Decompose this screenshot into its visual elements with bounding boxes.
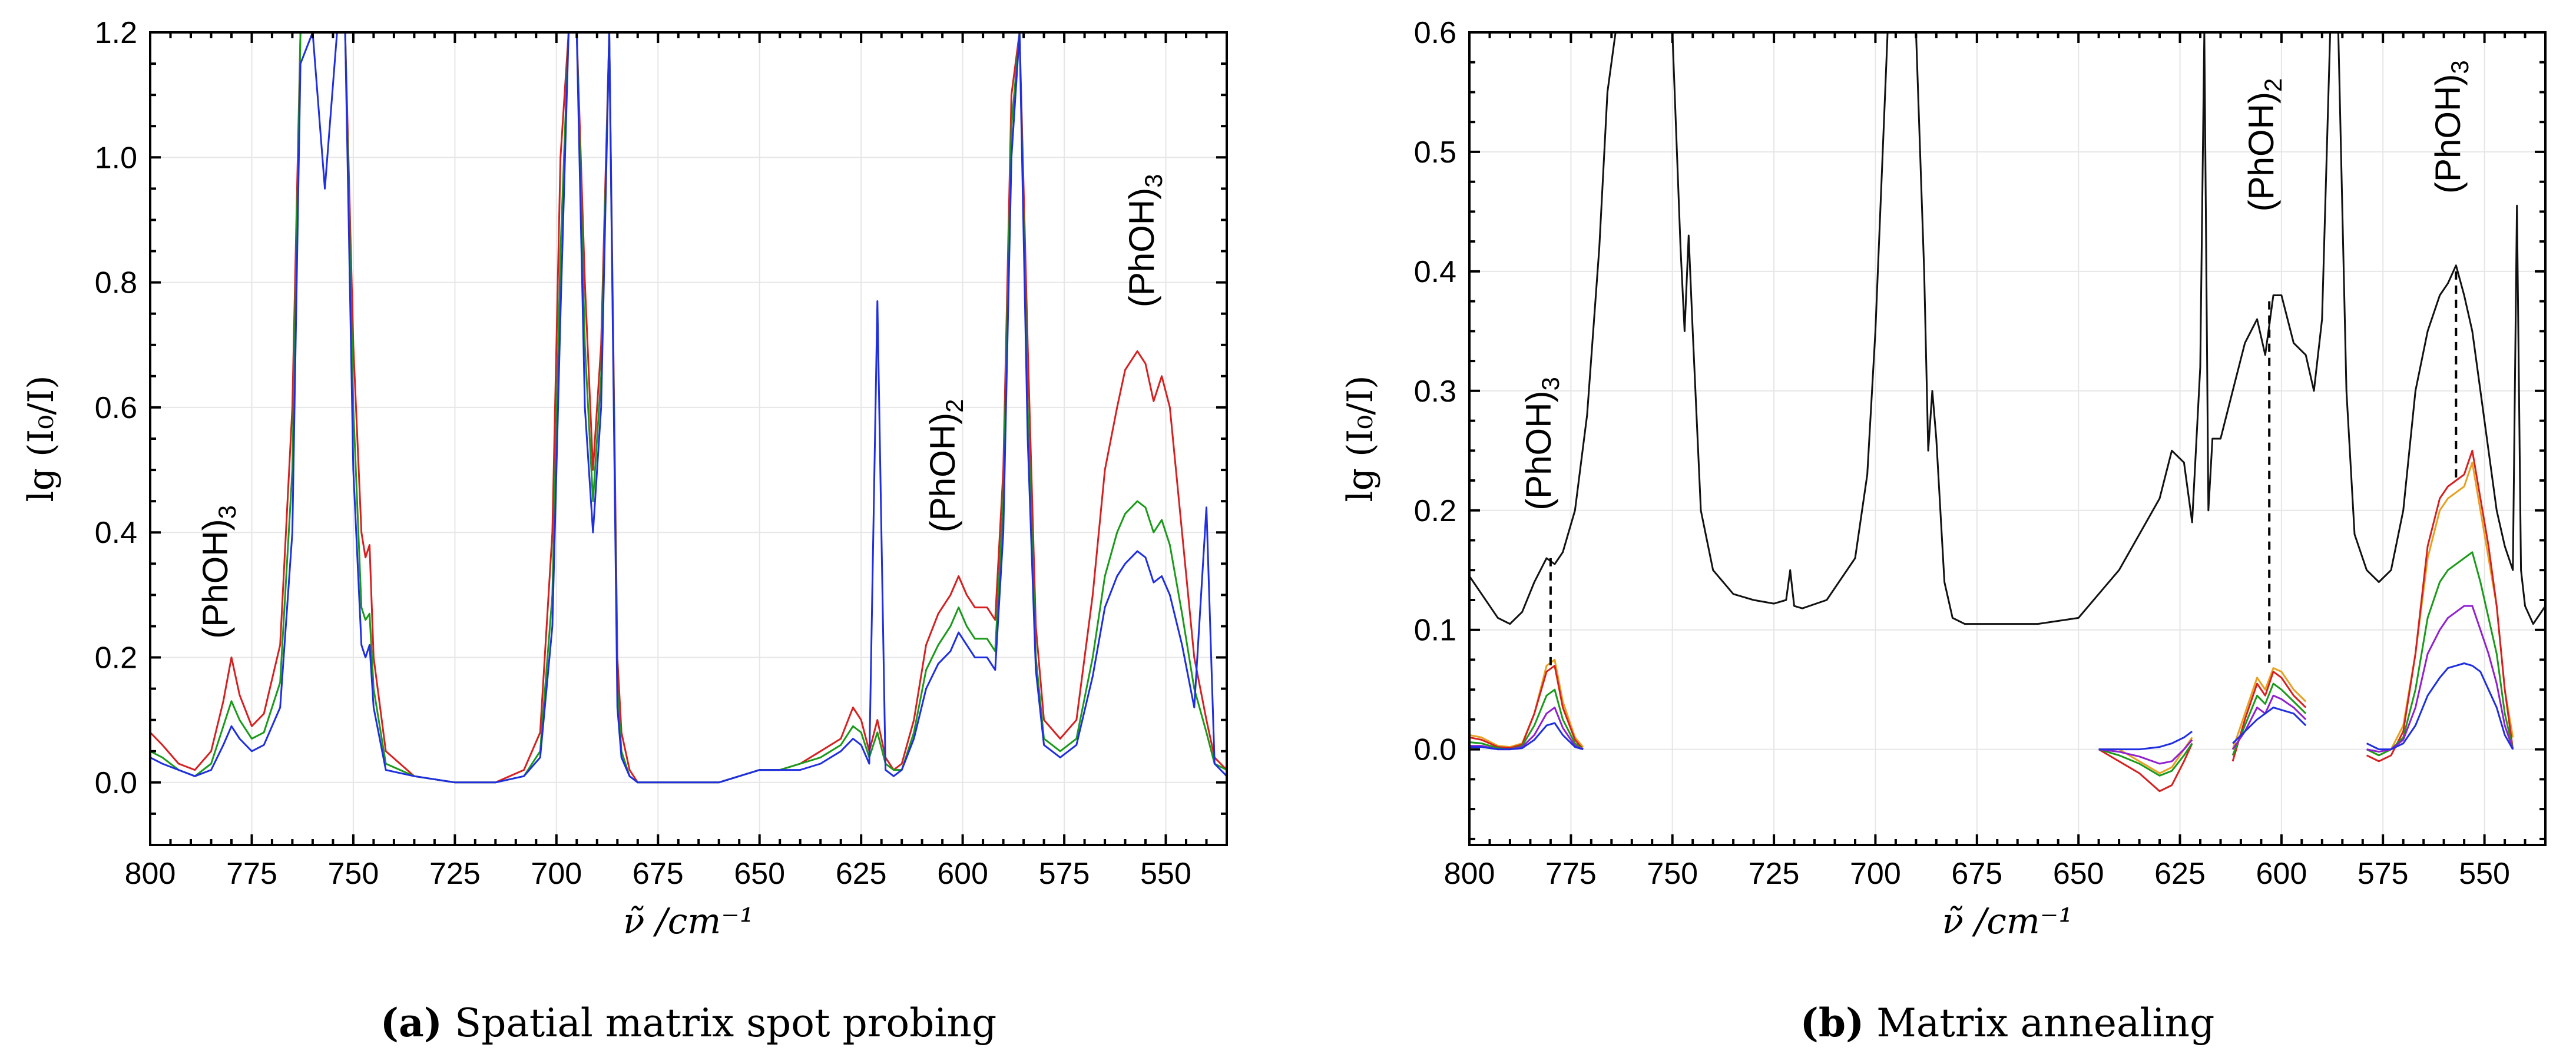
ticks-a [149, 31, 1228, 846]
annotation-main: (PhOH) [1519, 390, 1558, 510]
x-axis-label: ν̃ /cm⁻¹ [1942, 901, 2073, 942]
plot-area-b [1469, 32, 2545, 793]
plot-frame [1468, 31, 2547, 846]
annotation-subscript: 3 [1140, 174, 1167, 187]
y-tick-label: 0.2 [1414, 494, 1456, 528]
x-tick-label: 675 [1951, 857, 2002, 891]
annotation-main: (PhOH) [1122, 188, 1161, 307]
y-tick-label: 0.2 [95, 641, 137, 675]
series-line-blue [150, 32, 1227, 784]
x-tick-label: 775 [1545, 857, 1597, 891]
x-axis-label: ν̃ /cm⁻¹ [623, 901, 754, 942]
plot-frame [149, 31, 1228, 846]
x-tick-label: 775 [226, 857, 277, 891]
caption-letter: (a) [380, 1000, 442, 1046]
y-tick-label: 0.6 [1414, 16, 1456, 50]
annotation-label: (PhOH)2 [923, 399, 968, 532]
caption-a: (a) Spatial matrix spot probing [380, 1000, 996, 1046]
x-tick-label: 600 [937, 857, 988, 891]
caption-text: Matrix annealing [1864, 1000, 2214, 1046]
annotation-label: (PhOH)3 [1122, 174, 1167, 307]
annotation-main: (PhOH) [196, 519, 235, 638]
x-tick-label: 650 [2053, 857, 2104, 891]
series-line-black [1469, 32, 2545, 625]
x-tick-label: 725 [429, 857, 481, 891]
grid-a [150, 32, 1227, 845]
x-tick-label: 800 [1444, 857, 1495, 891]
x-tick-label: 575 [2358, 857, 2409, 891]
plot-area-a [150, 32, 1227, 784]
annotation-subscript: 3 [213, 505, 241, 519]
x-tick-label: 625 [836, 857, 887, 891]
caption-text: Spatial matrix spot probing [442, 1000, 996, 1046]
x-tick-label: 700 [531, 857, 582, 891]
y-tick-label: 0.4 [1414, 255, 1456, 289]
annotation-main: (PhOH) [923, 413, 962, 532]
series-line-blue [1469, 662, 2514, 751]
y-tick-label: 0.0 [1414, 733, 1456, 767]
x-tick-label: 725 [1749, 857, 1800, 891]
y-tick-label: 0.5 [1414, 135, 1456, 170]
ticks-b [1468, 31, 2547, 845]
x-tick-label: 700 [1850, 857, 1901, 891]
x-tick-label: 650 [734, 857, 785, 891]
annotation-label: (PhOH)3 [1519, 377, 1564, 511]
y-tick-label: 0.0 [95, 766, 137, 800]
y-tick-label: 1.2 [95, 16, 137, 50]
y-tick-label: 0.8 [95, 266, 137, 300]
annotation-label: (PhOH)2 [2241, 78, 2287, 212]
series-line-red [1469, 449, 2514, 793]
x-tick-label: 550 [2459, 857, 2510, 891]
panel-a: 800 775 750 725 700 675 650 625 600 575 550 0.0 0.2 0… [21, 16, 1228, 1046]
x-tick-label: 625 [2154, 857, 2206, 891]
y-axis-label: lg (I₀/I) [1340, 375, 1381, 502]
series-line-purple [1469, 605, 2514, 765]
series-line-green [1469, 551, 2514, 777]
series-line-orange [1469, 462, 2514, 774]
caption-letter: (b) [1800, 1000, 1865, 1046]
y-tick-label: 0.6 [95, 391, 137, 425]
x-tick-label: 550 [1140, 857, 1191, 891]
caption-b: (b) Matrix annealing [1800, 1000, 2215, 1046]
x-tick-label: 575 [1039, 857, 1090, 891]
y-tick-label: 0.1 [1414, 614, 1456, 648]
annotation-subscript: 2 [2259, 78, 2287, 92]
y-tick-label: 1.0 [95, 141, 137, 175]
x-tick-label: 600 [2256, 857, 2307, 891]
annotation-label: (PhOH)3 [2428, 60, 2474, 194]
y-tick-label: 0.3 [1414, 374, 1456, 409]
y-tick-label: 0.4 [95, 516, 137, 550]
annotation-subscript: 2 [941, 399, 968, 412]
panel-b: 800 775 750 725 700 675 650 625 600 575 550 0.0 0.1 0… [1340, 16, 2547, 1046]
x-tick-label: 675 [633, 857, 684, 891]
annotation-label: (PhOH)3 [196, 505, 241, 639]
x-tick-label: 750 [328, 857, 379, 891]
annotation-main: (PhOH) [2241, 92, 2281, 211]
x-tick-label: 750 [1647, 857, 1698, 891]
annotation-main: (PhOH) [2428, 74, 2468, 194]
x-tick-label: 800 [125, 857, 176, 891]
grid-b [1469, 32, 2545, 845]
y-axis-label: lg (I₀/I) [21, 375, 62, 502]
annotation-subscript: 3 [2446, 60, 2474, 74]
annotation-subscript: 3 [1537, 377, 1564, 390]
